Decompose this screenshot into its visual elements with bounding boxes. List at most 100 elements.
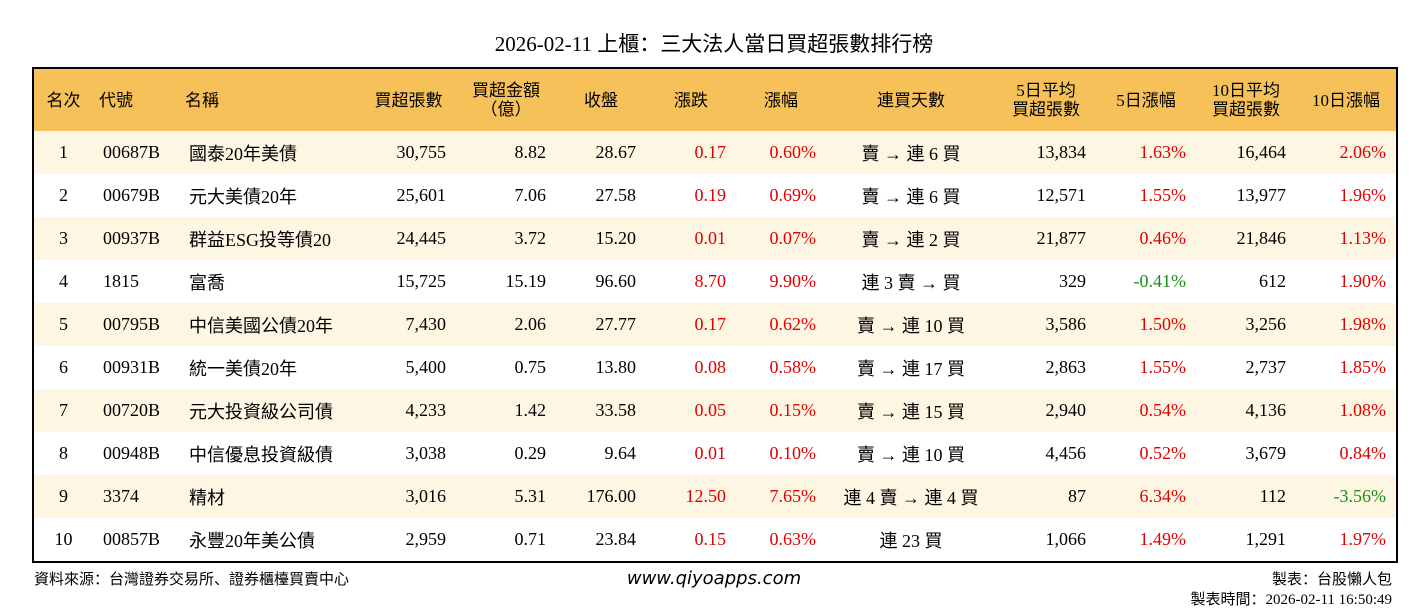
title: 2026-02-11 上櫃：三大法人當日買超張數排行榜 [494, 32, 934, 56]
cell: 1.42 [456, 389, 556, 432]
cell: 00931B [103, 357, 161, 377]
cell: 1.96% [1339, 185, 1387, 205]
cell: 4,136 [1196, 389, 1296, 432]
cell: 15.20 [556, 217, 646, 260]
cell: 4,233 [361, 389, 456, 432]
cell: 2,863 [1045, 357, 1087, 377]
cell: 2,737 [1245, 357, 1287, 377]
maker: 製表：台股懶人包 [1271, 572, 1392, 588]
cell: 0.19 [694, 185, 727, 205]
cell: 7.65% [736, 475, 826, 518]
cell: 0.52% [1139, 443, 1187, 463]
cell: 0.15 [694, 529, 727, 549]
cell: 2 [59, 185, 68, 205]
cell: 8 [59, 443, 68, 463]
cell: 1.98% [1296, 303, 1397, 346]
cell: 13,977 [1236, 185, 1287, 205]
cell: 21,877 [996, 217, 1096, 260]
cell: 0.08 [694, 357, 727, 377]
column-header: 買超張數 [361, 68, 456, 131]
cell: 3.72 [456, 217, 556, 260]
cell: 6.34% [1096, 475, 1196, 518]
table-row: 5 00795B 中信美國公債20年 7,430 2.06 27.77 0.17 0.62% 賣… [33, 303, 1397, 346]
cell: 1.90% [1339, 271, 1387, 291]
table-row: 9 3374 精材 3,016 5.31 176.00 12.50 7.65% 連 4 賣 → … [33, 475, 1397, 518]
cell: 0.17 [646, 131, 736, 174]
cell: 1.55% [1139, 185, 1187, 205]
cell: 0.29 [514, 443, 547, 463]
cell: 00857B [103, 529, 161, 549]
header-line: 漲幅 [764, 90, 798, 110]
cell: 1.85% [1339, 357, 1387, 377]
cell: 329 [1059, 271, 1086, 291]
cell: 27.58 [595, 185, 637, 205]
cell: -0.41% [1133, 271, 1187, 291]
header-line: 連買天數 [877, 90, 945, 110]
cell: 112 [1196, 475, 1296, 518]
column-header: 代號 [93, 68, 179, 131]
cell: 00948B [103, 443, 161, 463]
cell: 9 [33, 475, 93, 518]
cell: 精材 [179, 475, 361, 518]
cell: 1.50% [1096, 303, 1196, 346]
cell: 1.55% [1139, 357, 1187, 377]
cell: 15,725 [396, 271, 447, 291]
cell: 6 [59, 357, 68, 377]
cell: 0.71 [514, 529, 547, 549]
column-header: 名稱 [179, 68, 361, 131]
cell: 1 [33, 131, 93, 174]
cell: 15.19 [505, 271, 547, 291]
cell: 00937B [93, 217, 179, 260]
column-header: 10日漲幅 [1296, 68, 1397, 131]
cell: 賣 → 連 15 買 [826, 389, 996, 432]
cell: 連 23 買 [879, 530, 943, 551]
cell: 賣 → 連 10 買 [826, 303, 996, 346]
cell: 5,400 [405, 357, 447, 377]
cell: 1.08% [1296, 389, 1397, 432]
column-header: 漲跌 [646, 68, 736, 131]
cell: 中信優息投資級債 [189, 444, 333, 465]
cell: 3,586 [996, 303, 1096, 346]
cell: 4,456 [1045, 443, 1087, 463]
cell: 00679B [103, 185, 161, 205]
url: www.qiyoapps.com [626, 568, 802, 589]
cell: 2,959 [405, 529, 447, 549]
cell: 23.84 [595, 529, 637, 549]
column-header: 漲幅 [736, 68, 826, 131]
cell: 永豐20年美公債 [189, 530, 315, 551]
ranking-table: 名次 代號 名稱 買超張數 買超金額 （億） 收盤 漲跌 漲幅 連買天數 5日平均 買超張數 5日漲幅 1… [32, 67, 1398, 563]
header-line: 名稱 [185, 90, 219, 110]
cell: 0.62% [736, 303, 826, 346]
header-line: 買超金額 [472, 81, 540, 100]
cell: 1815 [103, 271, 139, 291]
header-line: 10日漲幅 [1312, 90, 1380, 110]
cell: 7 [33, 389, 93, 432]
cell: 2,940 [996, 389, 1096, 432]
header-line: （億） [480, 100, 532, 119]
cell: 7.06 [514, 185, 547, 205]
cell: 24,445 [361, 217, 456, 260]
cell: 富喬 [189, 272, 225, 293]
cell: 9.64 [604, 443, 637, 463]
cell: 12.50 [646, 475, 736, 518]
table-row: 1 00687B 國泰20年美債 30,755 8.82 28.67 0.17 0.60% 賣 … [33, 131, 1397, 174]
cell: 1.13% [1296, 217, 1397, 260]
cell: 30,755 [361, 131, 456, 174]
cell: 賣 → 連 10 買 [857, 444, 965, 465]
cell: 87 [996, 475, 1096, 518]
cell: 0.63% [769, 529, 817, 549]
cell: 0.15% [736, 389, 826, 432]
cell: 8.82 [456, 131, 556, 174]
cell: -3.56% [1296, 475, 1397, 518]
cell: 13,834 [996, 131, 1096, 174]
column-header: 10日平均 買超張數 [1196, 68, 1296, 131]
cell: 7,430 [361, 303, 456, 346]
cell: 16,464 [1196, 131, 1296, 174]
cell: 96.60 [595, 271, 637, 291]
cell: 12,571 [1036, 185, 1087, 205]
cell: 00795B [93, 303, 179, 346]
cell: 賣 → 連 6 買 [826, 131, 996, 174]
cell: 1.49% [1139, 529, 1187, 549]
cell: 5 [33, 303, 93, 346]
cell: 5.31 [456, 475, 556, 518]
